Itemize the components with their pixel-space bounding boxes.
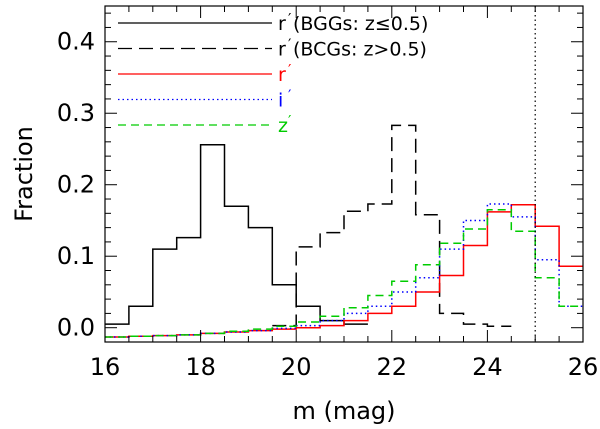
y-tick-label: 0.0 bbox=[57, 314, 95, 342]
x-tick-label: 24 bbox=[472, 353, 503, 381]
legend-detail-r-bcgs-z-0-5: (BCGs: z>0.5) bbox=[293, 39, 427, 61]
y-axis-label: Fraction bbox=[10, 126, 38, 222]
legend-prime-mark: ′ bbox=[288, 87, 292, 105]
y-tick-label: 0.4 bbox=[57, 28, 95, 56]
series-1-r-bcgs-z-0-5-histogram bbox=[272, 124, 512, 328]
y-tick-label: 0.2 bbox=[57, 171, 95, 199]
x-tick-label: 20 bbox=[281, 353, 312, 381]
plot-lines bbox=[105, 6, 583, 342]
legend-band-r-bcgs-z-0-5: r bbox=[278, 39, 286, 61]
legend: r ′ (BGGs: z≤0.5)r ′ (BCGs: z>0.5)r ′i ′z ′ bbox=[118, 10, 428, 137]
y-tick-label: 0.3 bbox=[57, 99, 95, 127]
series-0-r-bggs-z-0-5-histogram bbox=[105, 143, 368, 325]
series-4-z-histogram bbox=[105, 208, 583, 338]
legend-band-r: r bbox=[278, 64, 286, 86]
legend-detail-r-bggs-z-0-5: (BGGs: z≤0.5) bbox=[293, 13, 428, 35]
x-tick-label: 16 bbox=[90, 353, 121, 381]
y-tick-label: 0.1 bbox=[57, 242, 95, 270]
legend-prime-mark: ′ bbox=[288, 10, 292, 28]
legend-band-z: z bbox=[278, 115, 288, 137]
legend-prime-mark: ′ bbox=[288, 61, 292, 79]
legend-prime-mark: ′ bbox=[288, 36, 292, 54]
axes: 16 18 20 22 24 26 0.0 0.1 0.2 0.3 0.4 bbox=[57, 5, 599, 381]
legend-prime-mark: ′ bbox=[288, 112, 292, 130]
x-axis-label: m (mag) bbox=[292, 397, 395, 425]
x-tick-label: 18 bbox=[185, 353, 216, 381]
x-tick-label: 26 bbox=[568, 353, 599, 381]
x-tick-label: 22 bbox=[377, 353, 408, 381]
legend-band-r-bggs-z-0-5: r bbox=[278, 13, 286, 35]
legend-band-i: i bbox=[278, 90, 283, 112]
